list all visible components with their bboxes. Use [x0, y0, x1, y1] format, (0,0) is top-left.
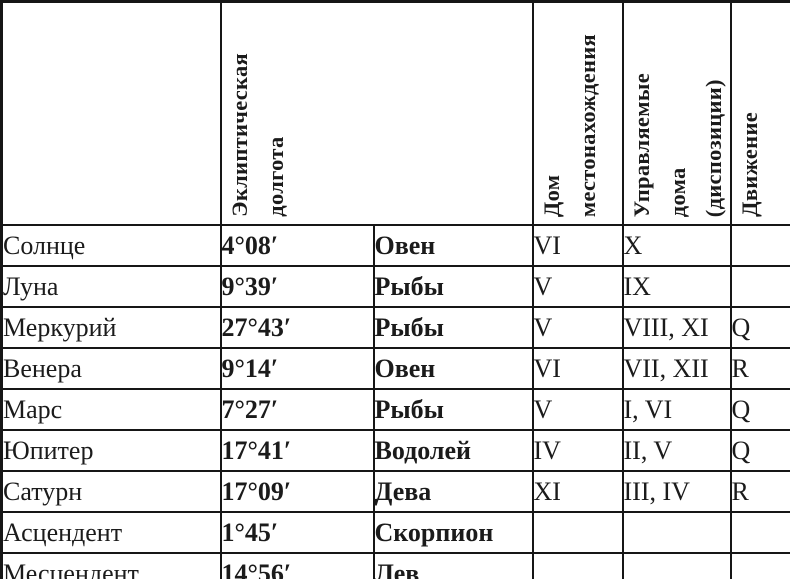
- zodiac-sign-cell: Дева: [372, 470, 534, 513]
- planet-name-cell: Венера: [0, 347, 222, 390]
- motion-cell: R: [729, 347, 790, 390]
- ruled-houses-cell: [621, 552, 732, 579]
- column-header-house: Дом местонахождения: [531, 0, 624, 226]
- ruled-houses-cell: VII, XII: [621, 347, 732, 390]
- table-row: Сатурн 17°09′ Дева XI III, IV R: [0, 470, 790, 513]
- table-row: Марс 7°27′ Рыбы V I, VI Q: [0, 388, 790, 431]
- rotated-header-text: Управляемые дома (диспозиции): [625, 72, 729, 217]
- planet-name-cell: Асцендент: [0, 511, 222, 554]
- motion-cell: [729, 224, 790, 267]
- planet-name-cell: Луна: [0, 265, 222, 308]
- rotated-header-text: Движение: [733, 112, 768, 217]
- ruled-houses-cell: [621, 511, 732, 554]
- motion-cell: Q: [729, 388, 790, 431]
- ruled-houses-cell: II, V: [621, 429, 732, 472]
- house-cell: XI: [531, 470, 624, 513]
- longitude-degrees-cell: 1°45′: [219, 511, 375, 554]
- longitude-degrees-cell: 17°09′: [219, 470, 375, 513]
- header-line: Движение: [736, 112, 762, 217]
- house-cell: V: [531, 388, 624, 431]
- house-cell: IV: [531, 429, 624, 472]
- table-row: Месцендент 14°56′ Лев: [0, 552, 790, 579]
- planet-name-cell: Юпитер: [0, 429, 222, 472]
- house-cell: V: [531, 306, 624, 349]
- planet-name-cell: Солнце: [0, 224, 222, 267]
- motion-cell: [729, 511, 790, 554]
- header-line: (диспозиции): [700, 78, 726, 217]
- ruled-houses-cell: VIII, XI: [621, 306, 732, 349]
- longitude-degrees-cell: 4°08′: [219, 224, 375, 267]
- motion-cell: Q: [729, 306, 790, 349]
- ruled-houses-cell: IX: [621, 265, 732, 308]
- zodiac-sign-cell: Рыбы: [372, 388, 534, 431]
- table-row: Меркурий 27°43′ Рыбы V VIII, XI Q: [0, 306, 790, 349]
- rotated-header-text: Эклиптическая долгота: [223, 53, 294, 217]
- longitude-degrees-cell: 9°39′: [219, 265, 375, 308]
- header-line: местонахождения: [574, 33, 600, 217]
- zodiac-sign-cell: Овен: [372, 224, 534, 267]
- zodiac-sign-cell: Лев: [372, 552, 534, 579]
- longitude-degrees-cell: 17°41′: [219, 429, 375, 472]
- header-row: Эклиптическая долгота Дом местонахождени…: [0, 0, 790, 226]
- table-row: Юпитер 17°41′ Водолей IV II, V Q: [0, 429, 790, 472]
- ruled-houses-cell: X: [621, 224, 732, 267]
- planet-name-cell: Сатурн: [0, 470, 222, 513]
- planet-name-cell: Месцендент: [0, 552, 222, 579]
- header-line: Эклиптическая: [226, 53, 252, 217]
- zodiac-sign-cell: Водолей: [372, 429, 534, 472]
- longitude-degrees-cell: 27°43′: [219, 306, 375, 349]
- motion-cell: R: [729, 470, 790, 513]
- planet-name-cell: Меркурий: [0, 306, 222, 349]
- zodiac-sign-cell: Овен: [372, 347, 534, 390]
- table-row: Солнце 4°08′ Овен VI X: [0, 224, 790, 267]
- house-cell: [531, 511, 624, 554]
- house-cell: [531, 552, 624, 579]
- table-row: Венера 9°14′ Овен VI VII, XII R: [0, 347, 790, 390]
- motion-cell: Q: [729, 429, 790, 472]
- zodiac-sign-cell: Рыбы: [372, 265, 534, 308]
- column-header-name: [0, 0, 222, 226]
- house-cell: V: [531, 265, 624, 308]
- planet-name-cell: Марс: [0, 388, 222, 431]
- table-body: Солнце 4°08′ Овен VI X Луна 9°39′ Рыбы V…: [0, 224, 790, 579]
- header-line: Дом: [538, 174, 564, 217]
- longitude-degrees-cell: 7°27′: [219, 388, 375, 431]
- header-line: Управляемые: [628, 72, 654, 217]
- header-line: долгота: [262, 136, 288, 217]
- table-row: Луна 9°39′ Рыбы V IX: [0, 265, 790, 308]
- header-line: дома: [664, 167, 690, 217]
- table-row: Асцендент 1°45′ Скорпион: [0, 511, 790, 554]
- longitude-degrees-cell: 9°14′: [219, 347, 375, 390]
- ruled-houses-cell: I, VI: [621, 388, 732, 431]
- column-header-motion: Движение: [729, 0, 790, 226]
- rotated-header-text: Дом местонахождения: [535, 33, 606, 217]
- motion-cell: [729, 265, 790, 308]
- house-cell: VI: [531, 347, 624, 390]
- longitude-degrees-cell: 14°56′: [219, 552, 375, 579]
- zodiac-sign-cell: Рыбы: [372, 306, 534, 349]
- motion-cell: [729, 552, 790, 579]
- house-cell: VI: [531, 224, 624, 267]
- column-header-ruled-houses: Управляемые дома (диспозиции): [621, 0, 732, 226]
- column-header-longitude: Эклиптическая долгота: [219, 0, 534, 226]
- zodiac-sign-cell: Скорпион: [372, 511, 534, 554]
- ruled-houses-cell: III, IV: [621, 470, 732, 513]
